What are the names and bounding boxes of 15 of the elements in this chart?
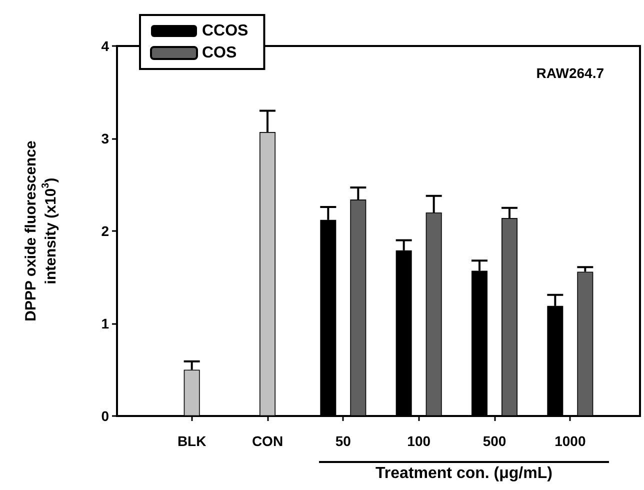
y-tick-label: 2 — [101, 223, 110, 239]
y-tick-label: 4 — [101, 38, 110, 54]
legend-label: COS — [202, 44, 237, 62]
x-tick-label: 100 — [407, 433, 431, 449]
x-tick-label: 50 — [335, 433, 352, 449]
y-tick-label: 3 — [101, 130, 110, 146]
x-tick-label: 500 — [482, 433, 506, 449]
x-tick-label: CON — [252, 433, 284, 449]
y-tick-label: 0 — [101, 408, 110, 424]
y-tick-label: 1 — [101, 316, 110, 332]
annotation: RAW264.7 — [536, 65, 604, 81]
x-axis-title: Treatment con. (μg/mL) — [319, 461, 609, 485]
x-tick-label: 1000 — [554, 433, 586, 449]
x-tick-label: BLK — [177, 433, 206, 449]
legend-label: CCOS — [202, 22, 249, 40]
